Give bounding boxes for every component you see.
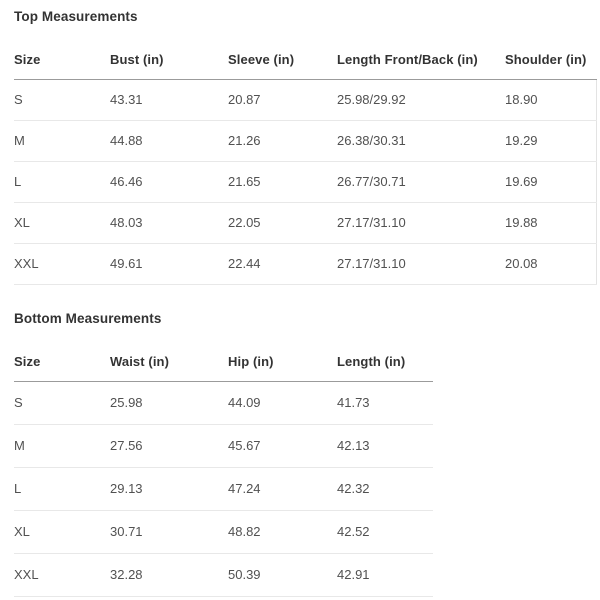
- table-cell: XXL: [14, 243, 110, 285]
- top-header-bust: Bust (in): [110, 39, 228, 80]
- table-cell: 42.52: [337, 510, 433, 554]
- table-cell: 19.29: [505, 120, 597, 162]
- table-row: S 25.98 44.09 41.73: [14, 381, 433, 425]
- table-cell: 42.32: [337, 467, 433, 511]
- table-row: L 29.13 47.24 42.32: [14, 467, 433, 511]
- bottom-measurements-table: Size Waist (in) Hip (in) Length (in) S 2…: [14, 341, 433, 597]
- table-row: M 44.88 21.26 26.38/30.31 19.29: [14, 120, 597, 162]
- table-cell: S: [14, 79, 110, 121]
- table-cell: 30.71: [110, 510, 228, 554]
- table-row: M 27.56 45.67 42.13: [14, 424, 433, 468]
- table-cell: 50.39: [228, 553, 337, 597]
- bottom-measurements-heading: Bottom Measurements: [14, 311, 162, 326]
- bottom-measurements-section: Bottom Measurements Size Waist (in) Hip …: [14, 311, 600, 597]
- table-cell: 19.88: [505, 202, 597, 244]
- table-cell: 46.46: [110, 161, 228, 203]
- table-cell: M: [14, 424, 110, 468]
- table-row: XXL 32.28 50.39 42.91: [14, 553, 433, 597]
- bottom-header-hip: Hip (in): [228, 341, 337, 382]
- table-cell: 47.24: [228, 467, 337, 511]
- table-cell: L: [14, 161, 110, 203]
- table-cell: 48.82: [228, 510, 337, 554]
- table-cell: S: [14, 381, 110, 425]
- table-cell: 20.08: [505, 243, 597, 285]
- table-cell: 19.69: [505, 161, 597, 203]
- top-measurements-section: Top Measurements Size Bust (in) Sleeve (…: [14, 9, 600, 285]
- table-cell: 27.17/31.10: [337, 243, 505, 285]
- top-header-sleeve: Sleeve (in): [228, 39, 337, 80]
- table-row: L 46.46 21.65 26.77/30.71 19.69: [14, 161, 597, 203]
- table-cell: M: [14, 120, 110, 162]
- top-header-shoulder: Shoulder (in): [505, 39, 596, 80]
- top-header-length-front-back: Length Front/Back (in): [337, 39, 505, 80]
- table-cell: 45.67: [228, 424, 337, 468]
- table-cell: 32.28: [110, 553, 228, 597]
- top-table-header-row: Size Bust (in) Sleeve (in) Length Front/…: [14, 39, 596, 80]
- bottom-header-size: Size: [14, 341, 110, 382]
- table-cell: 43.31: [110, 79, 228, 121]
- table-cell: 22.44: [228, 243, 337, 285]
- table-cell: L: [14, 467, 110, 511]
- table-cell: 25.98/29.92: [337, 79, 505, 121]
- table-cell: 29.13: [110, 467, 228, 511]
- table-cell: 21.65: [228, 161, 337, 203]
- table-cell: 26.38/30.31: [337, 120, 505, 162]
- table-cell: 48.03: [110, 202, 228, 244]
- table-cell: 44.09: [228, 381, 337, 425]
- table-cell: 27.56: [110, 424, 228, 468]
- table-cell: XXL: [14, 553, 110, 597]
- table-cell: XL: [14, 510, 110, 554]
- table-cell: 18.90: [505, 79, 597, 121]
- table-cell: 21.26: [228, 120, 337, 162]
- table-cell: 41.73: [337, 381, 433, 425]
- top-header-size: Size: [14, 39, 110, 80]
- table-cell: 44.88: [110, 120, 228, 162]
- table-cell: 42.13: [337, 424, 433, 468]
- table-cell: 27.17/31.10: [337, 202, 505, 244]
- table-row: S 43.31 20.87 25.98/29.92 18.90: [14, 79, 597, 121]
- table-cell: 26.77/30.71: [337, 161, 505, 203]
- bottom-header-length: Length (in): [337, 341, 433, 382]
- table-cell: XL: [14, 202, 110, 244]
- top-measurements-heading: Top Measurements: [14, 9, 138, 24]
- table-cell: 42.91: [337, 553, 433, 597]
- table-cell: 20.87: [228, 79, 337, 121]
- bottom-table-header-row: Size Waist (in) Hip (in) Length (in): [14, 341, 433, 382]
- bottom-header-waist: Waist (in): [110, 341, 228, 382]
- table-cell: 25.98: [110, 381, 228, 425]
- table-row: XL 30.71 48.82 42.52: [14, 510, 433, 554]
- table-row: XXL 49.61 22.44 27.17/31.10 20.08: [14, 243, 597, 285]
- table-cell: 49.61: [110, 243, 228, 285]
- table-cell: 22.05: [228, 202, 337, 244]
- top-measurements-table: Size Bust (in) Sleeve (in) Length Front/…: [14, 39, 597, 285]
- table-row: XL 48.03 22.05 27.17/31.10 19.88: [14, 202, 597, 244]
